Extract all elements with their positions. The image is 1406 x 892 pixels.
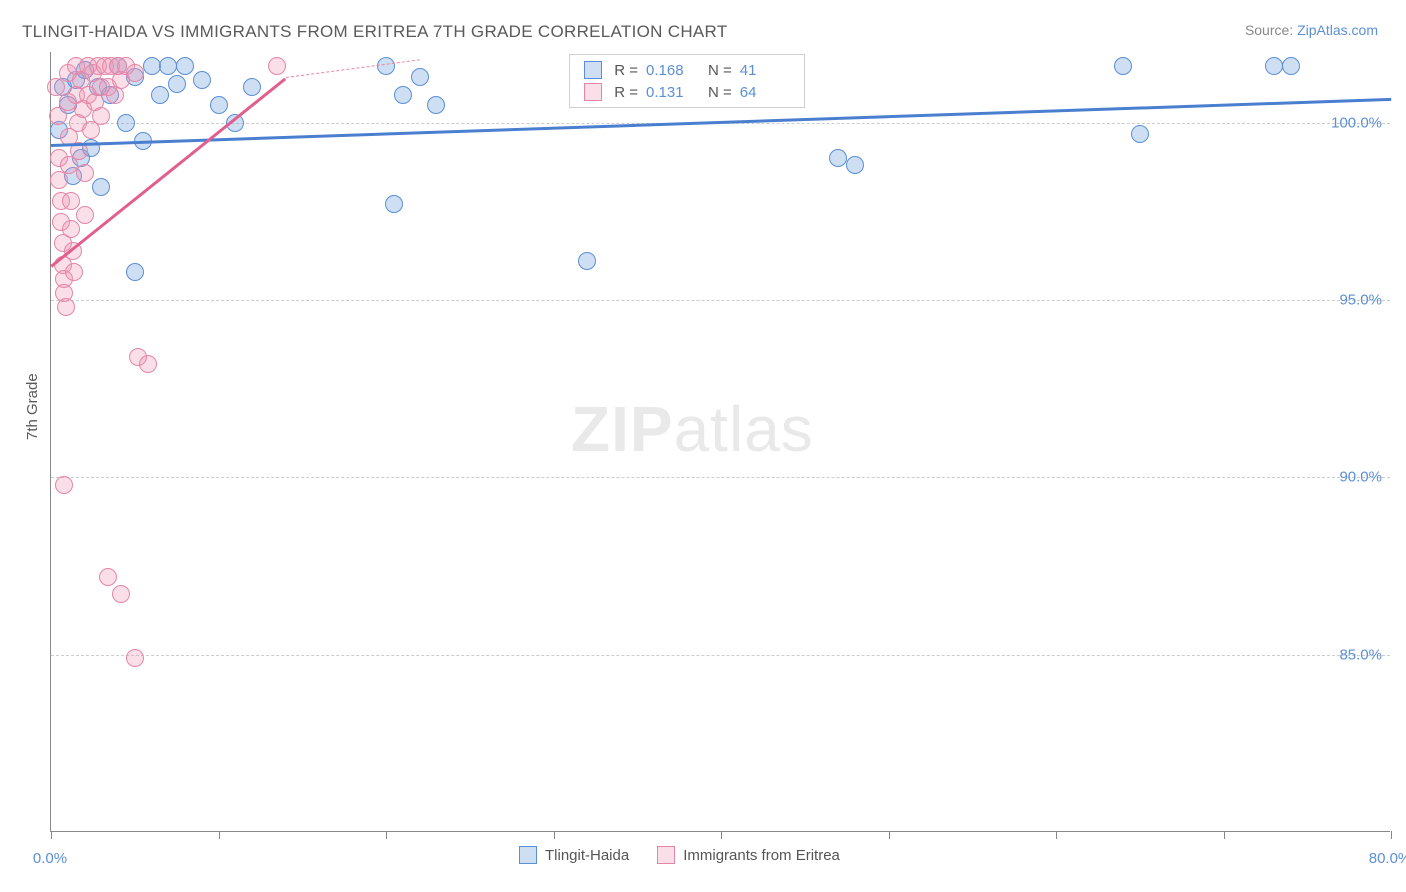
x-tick [51,831,52,839]
scatter-point [92,178,110,196]
source-link[interactable]: ZipAtlas.com [1297,22,1378,38]
watermark: ZIPatlas [571,392,814,466]
legend-row: R =0.131N =64 [570,81,804,103]
scatter-point [62,220,80,238]
y-tick-label: 85.0% [1339,646,1382,663]
scatter-point [427,96,445,114]
scatter-point [76,206,94,224]
series-legend: Tlingit-Haida Immigrants from Eritrea [519,846,840,864]
scatter-point [151,86,169,104]
legend-row: R =0.168N =41 [570,59,804,81]
x-tick [386,831,387,839]
source-label: Source: [1245,22,1297,38]
legend-item: Immigrants from Eritrea [657,846,840,864]
legend-item: Tlingit-Haida [519,846,629,864]
scatter-point [268,57,286,75]
scatter-point [143,57,161,75]
scatter-point [62,192,80,210]
chart-title: TLINGIT-HAIDA VS IMMIGRANTS FROM ERITREA… [22,22,728,42]
x-tick-label-right: 80.0% [1369,850,1406,867]
source-attribution: Source: ZipAtlas.com [1245,22,1378,38]
legend-swatch [584,83,602,101]
scatter-point [1114,57,1132,75]
x-tick [219,831,220,839]
scatter-point [578,252,596,270]
scatter-point [139,355,157,373]
y-tick-label: 90.0% [1339,469,1382,486]
watermark-light: atlas [674,393,814,465]
legend-swatch [584,61,602,79]
y-tick-label: 100.0% [1331,114,1382,131]
scatter-point [1265,57,1283,75]
x-tick [1224,831,1225,839]
scatter-plot-area: ZIPatlas 85.0% 90.0% 95.0% 100.0% [50,52,1390,832]
scatter-point [394,86,412,104]
correlation-legend: R =0.168N =41R =0.131N =64 [569,54,805,108]
scatter-point [159,57,177,75]
gridline [51,477,1390,478]
watermark-bold: ZIP [571,393,674,465]
x-tick [1056,831,1057,839]
trend-line [285,59,419,78]
scatter-point [210,96,228,114]
scatter-point [1282,57,1300,75]
scatter-point [168,75,186,93]
legend-label: Immigrants from Eritrea [683,847,840,864]
scatter-point [65,263,83,281]
x-tick [721,831,722,839]
scatter-point [112,585,130,603]
scatter-point [829,149,847,167]
scatter-point [377,57,395,75]
x-tick [554,831,555,839]
scatter-point [117,114,135,132]
gridline [51,655,1390,656]
x-tick-label-left: 0.0% [33,850,67,867]
scatter-point [76,164,94,182]
y-tick-label: 95.0% [1339,292,1382,309]
scatter-point [92,107,110,125]
scatter-point [126,649,144,667]
scatter-point [243,78,261,96]
scatter-point [99,568,117,586]
x-tick [889,831,890,839]
scatter-point [126,64,144,82]
legend-label: Tlingit-Haida [545,847,629,864]
x-tick [1391,831,1392,839]
scatter-point [126,263,144,281]
scatter-point [846,156,864,174]
scatter-point [193,71,211,89]
scatter-point [176,57,194,75]
y-axis-label: 7th Grade [24,373,41,440]
scatter-point [57,298,75,316]
legend-swatch [519,846,537,864]
legend-swatch [657,846,675,864]
scatter-point [55,476,73,494]
scatter-point [385,195,403,213]
scatter-point [1131,125,1149,143]
gridline [51,300,1390,301]
scatter-point [411,68,429,86]
